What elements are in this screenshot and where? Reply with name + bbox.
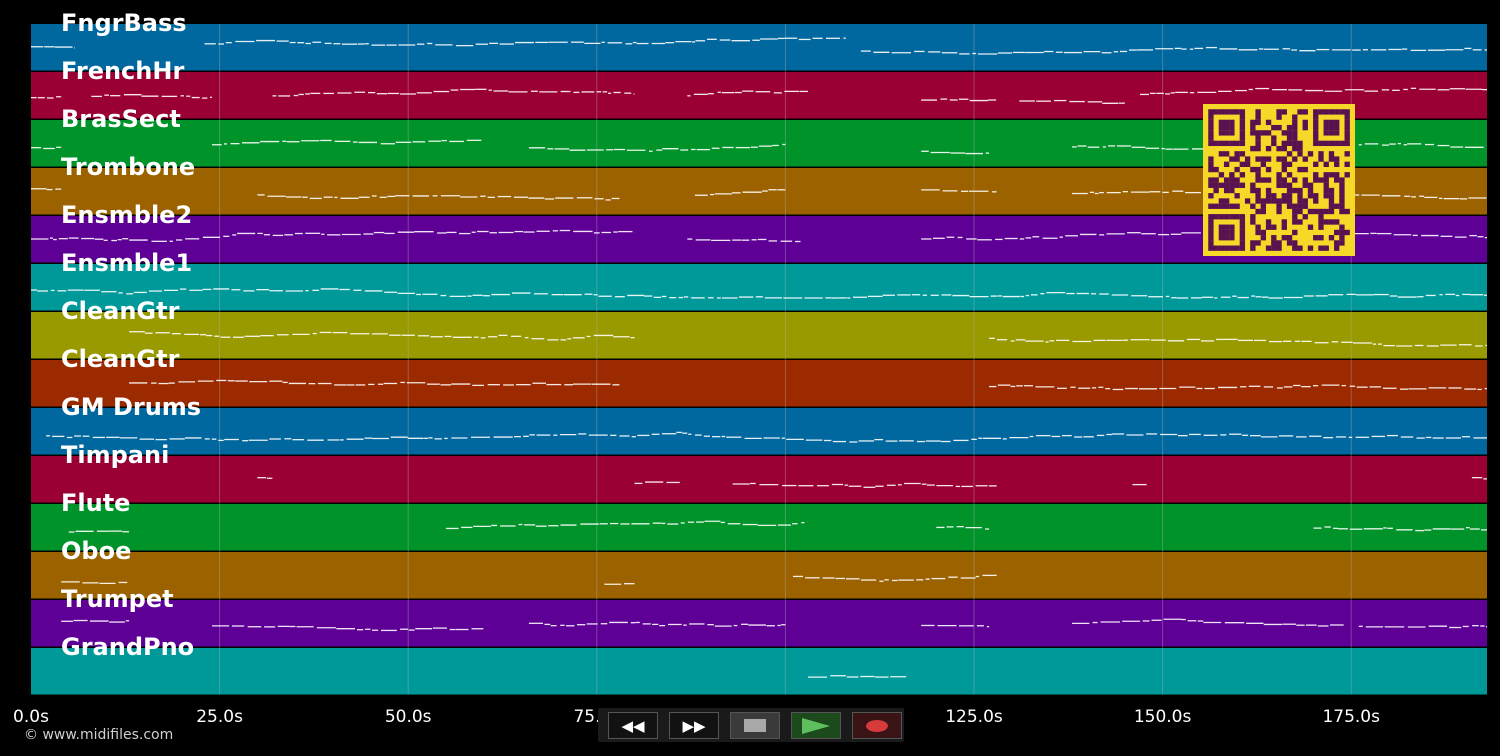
x-tick-label: 25.0s	[196, 707, 243, 727]
rewind-icon: ◀◀	[621, 716, 645, 735]
track-label: Flute	[61, 489, 130, 517]
play-button[interactable]	[791, 712, 841, 739]
track-lane-9	[31, 408, 1487, 455]
fast-forward-icon: ▶▶	[682, 716, 706, 735]
track-label: BrasSect	[61, 105, 181, 133]
track-label: Trombone	[61, 153, 195, 181]
copyright-text: © www.midifiles.com	[24, 727, 174, 743]
x-tick-label: 50.0s	[385, 707, 432, 727]
track-label: GrandPno	[61, 633, 194, 661]
track-lane-7	[31, 312, 1487, 359]
rewind-button[interactable]: ◀◀	[608, 712, 658, 739]
track-lane-13	[31, 600, 1487, 647]
transport-bar: ◀◀ ▶▶	[598, 708, 904, 742]
track-lane-8	[31, 360, 1487, 407]
track-label: GM Drums	[61, 393, 201, 421]
track-label: Timpani	[61, 441, 169, 469]
track-lane-12	[31, 552, 1487, 599]
play-icon	[802, 717, 830, 734]
qr-code	[1203, 104, 1355, 256]
track-label: Trumpet	[61, 585, 174, 613]
record-icon	[866, 719, 888, 732]
track-lane-11	[31, 504, 1487, 551]
stop-icon	[744, 719, 766, 732]
track-label: FrenchHr	[61, 57, 184, 85]
track-lane-6	[31, 264, 1487, 311]
x-tick-label: 150.0s	[1134, 707, 1192, 727]
track-label: CleanGtr	[61, 345, 180, 373]
stop-button[interactable]	[730, 712, 780, 739]
track-label: Oboe	[61, 537, 131, 565]
track-label: Ensmble1	[61, 249, 192, 277]
track-label: Ensmble2	[61, 201, 192, 229]
record-button[interactable]	[852, 712, 902, 739]
track-lane-1	[31, 24, 1487, 71]
track-lane-10	[31, 456, 1487, 503]
track-label: FngrBass	[61, 9, 187, 37]
fast-forward-button[interactable]: ▶▶	[669, 712, 719, 739]
x-tick-label: 0.0s	[13, 707, 49, 727]
x-tick-label: 175.0s	[1322, 707, 1380, 727]
x-tick-label: 125.0s	[945, 707, 1003, 727]
track-lane-14	[31, 648, 1487, 695]
track-label: CleanGtr	[61, 297, 180, 325]
